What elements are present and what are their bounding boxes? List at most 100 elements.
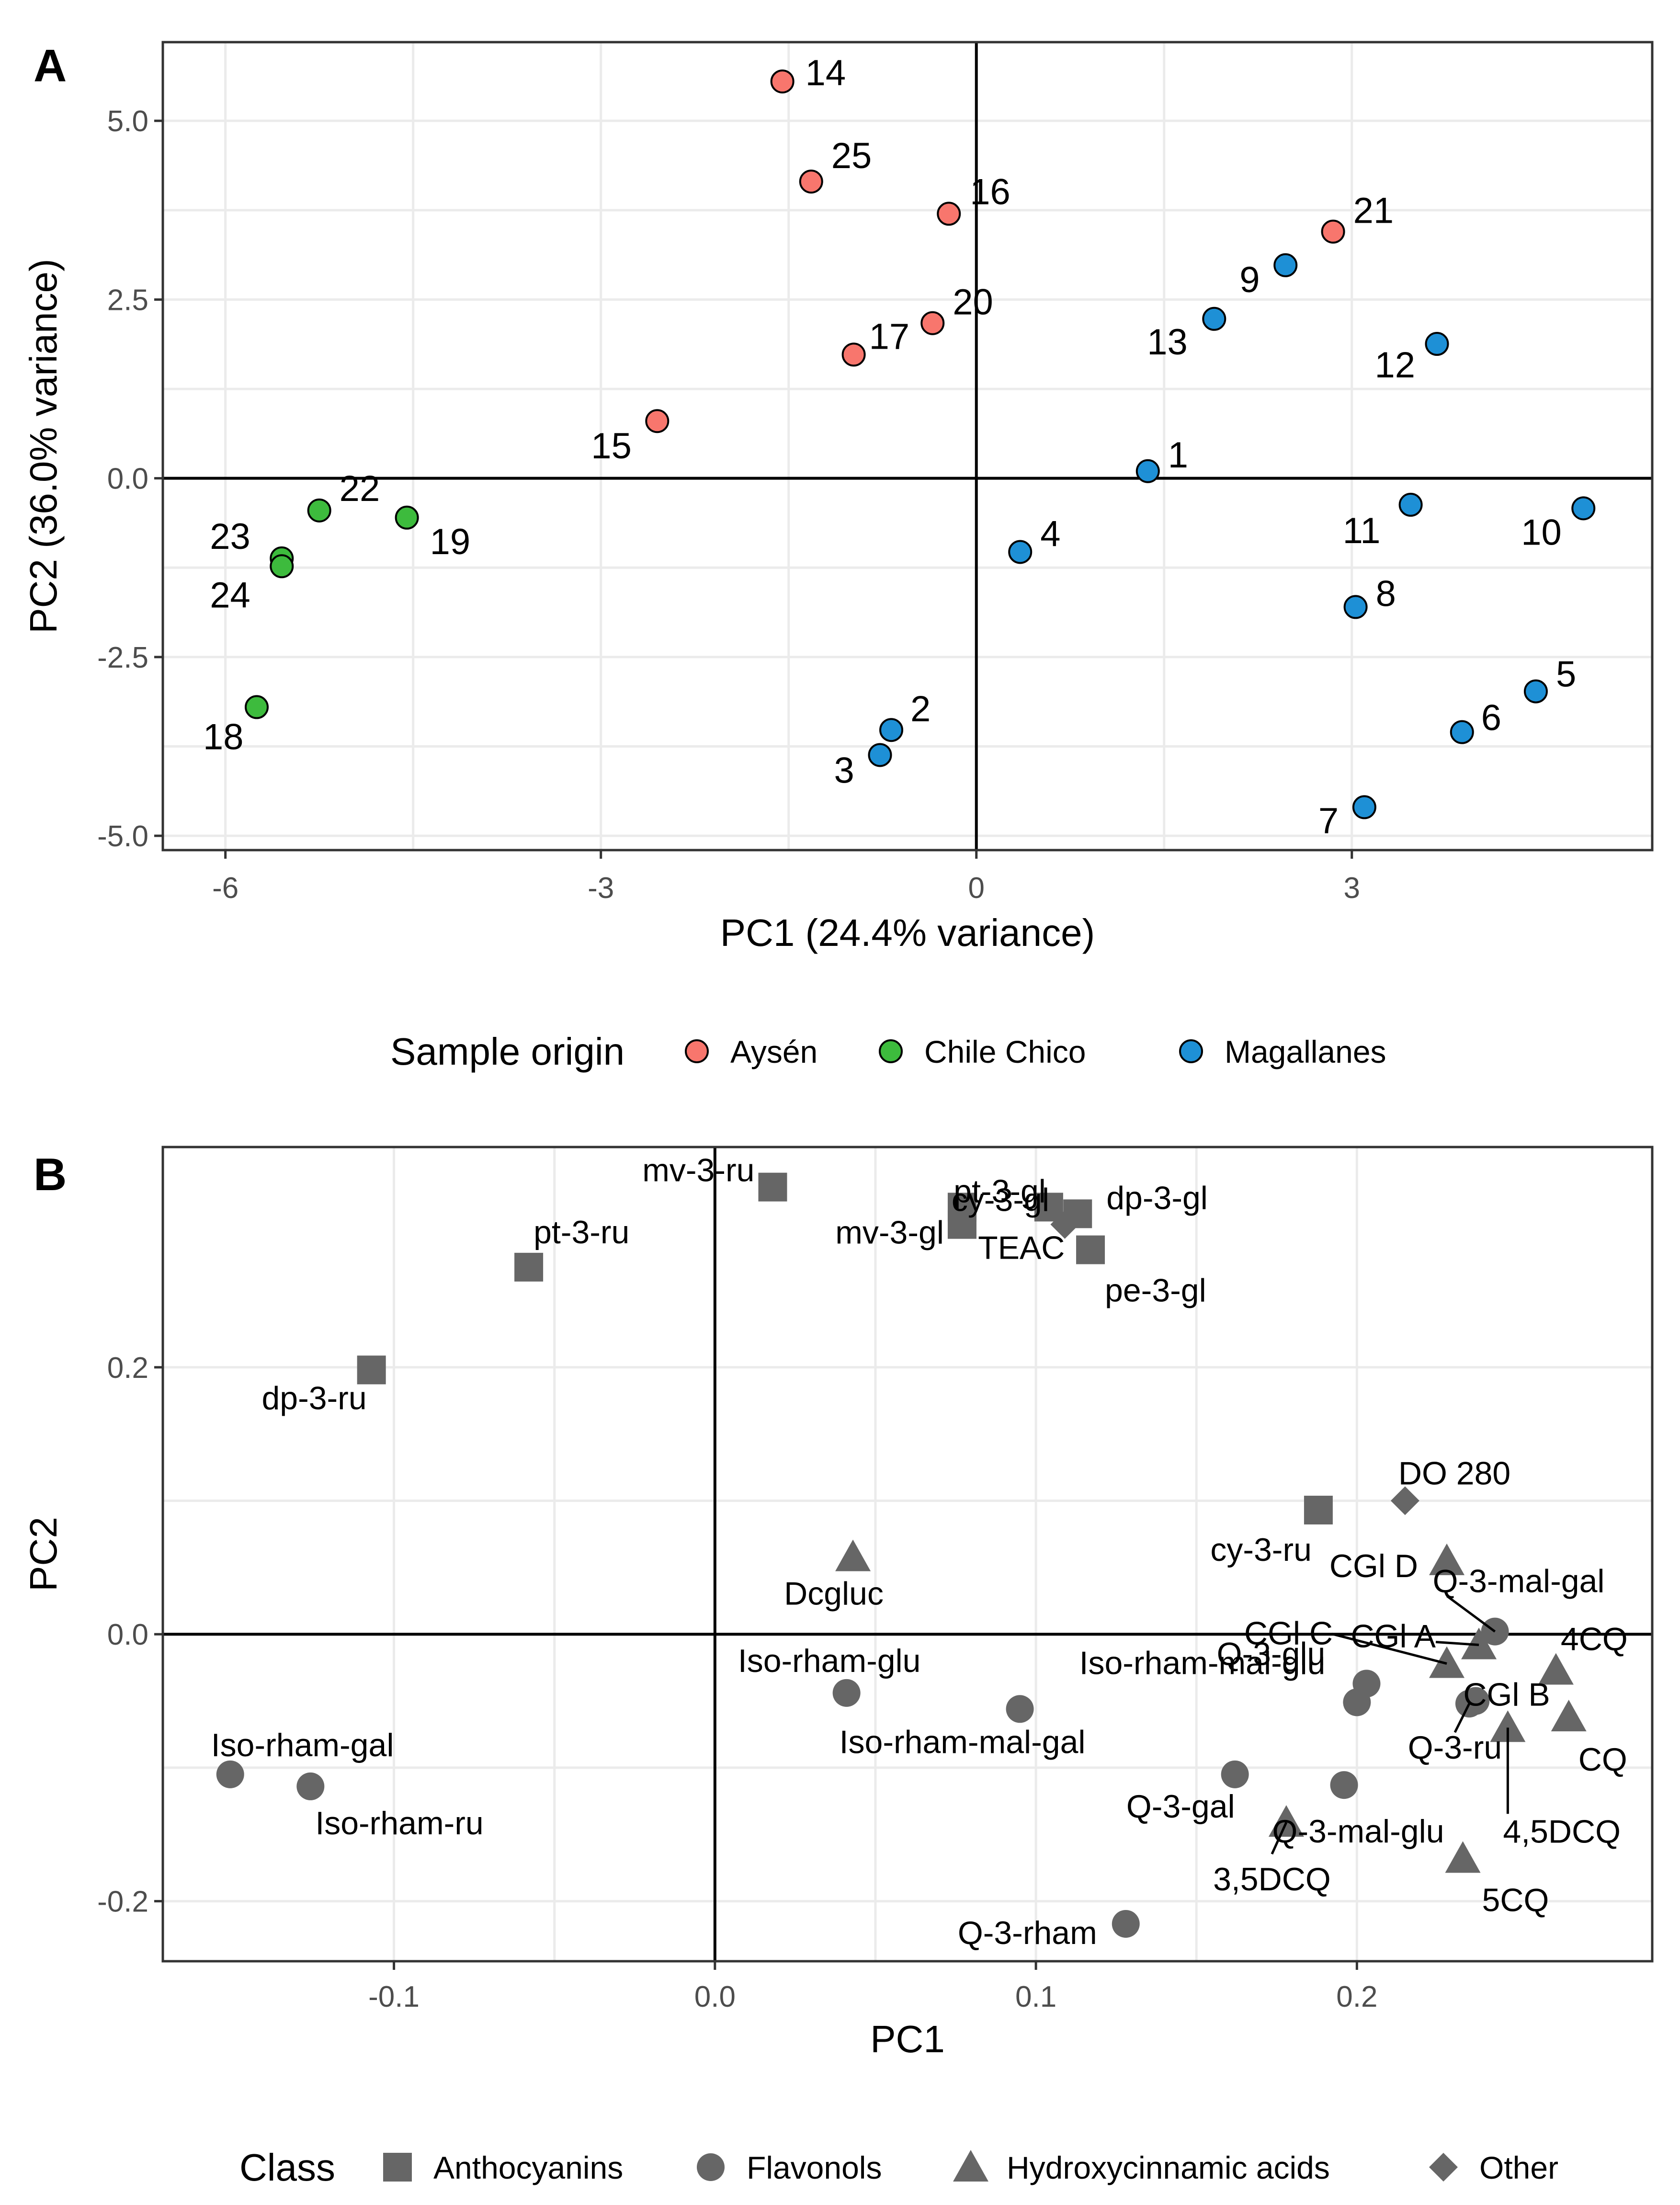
- var-label-teac: TEAC: [978, 1230, 1065, 1266]
- var-label-cgl-a: CGl A: [1351, 1618, 1436, 1655]
- point-sample-9: [1273, 253, 1298, 277]
- var-label-pt-3-ru: pt-3-ru: [534, 1214, 629, 1250]
- point-var-teac: [1050, 1210, 1079, 1239]
- point-label-19: 19: [430, 522, 471, 562]
- point-sample-20: [920, 311, 945, 335]
- leader-line-cgl-a: [1435, 1641, 1479, 1647]
- leader-line-q-3-ru: [1453, 1703, 1471, 1733]
- point-label-16: 16: [970, 171, 1010, 212]
- plot-background: [163, 1147, 1652, 1961]
- var-label-do-280: DO 280: [1398, 1455, 1510, 1492]
- var-label-cgl-d: CGl D: [1329, 1548, 1418, 1584]
- point-label-2: 2: [910, 689, 931, 729]
- point-var-q-3-gal: [1221, 1760, 1249, 1788]
- point-sample-24: [270, 554, 294, 579]
- point-label-25: 25: [831, 136, 872, 176]
- var-label-q-3-mal-glu: Q-3-mal-glu: [1272, 1813, 1444, 1850]
- y-axis-title: PC2 (36.0% variance): [22, 259, 65, 634]
- y-tick-label: 0.0: [107, 463, 148, 496]
- y-tick-label: 2.5: [107, 284, 148, 317]
- var-label-iso-rham-glu: Iso-rham-glu: [738, 1643, 921, 1679]
- var-label-4cq: 4CQ: [1561, 1621, 1628, 1657]
- var-label-cy-3-ru: cy-3-ru: [1210, 1532, 1312, 1568]
- x-tick-label: 0.0: [694, 1980, 736, 2013]
- point-sample-15: [645, 409, 670, 433]
- point-label-3: 3: [834, 750, 854, 791]
- leader-line-3-5dcq: [1271, 1822, 1288, 1855]
- x-tick-label: -3: [588, 872, 614, 905]
- point-var-q-3-rham: [1112, 1909, 1140, 1938]
- point-sample-21: [1321, 219, 1345, 244]
- point-sample-3: [868, 743, 892, 767]
- panel-a: -6 -3 0 3 5.0 2.5 0.0 -2.5 -5.0 PC1 (24.4% varian…: [22, 40, 1654, 1073]
- point-sample-16: [937, 202, 961, 226]
- point-sample-12: [1425, 332, 1449, 356]
- legend-key-ays-n: [685, 1039, 709, 1063]
- point-sample-18: [245, 695, 269, 719]
- var-label-dp-3-ru: dp-3-ru: [261, 1380, 366, 1416]
- var-label-mv-3-ru: mv-3-ru: [642, 1152, 754, 1189]
- point-label-7: 7: [1318, 800, 1339, 841]
- var-label-cgl-c: CGl C: [1244, 1615, 1333, 1652]
- x-tick-label: 0.2: [1336, 1980, 1377, 2013]
- var-label-cy-3-gl: cy-3-gl: [952, 1182, 1049, 1218]
- point-var-iso-rham-ru: [296, 1772, 325, 1800]
- panel-b: -0.1 0.0 0.1 0.2 0.2 0.0 -0.2 PC1 PC2 B mv-3-ru cy-…: [22, 1146, 1654, 2189]
- point-var-do-280: [1390, 1486, 1419, 1515]
- point-sample-5: [1523, 679, 1548, 704]
- x-tick-label: 3: [1344, 872, 1360, 905]
- point-var-cy-3-ru: [1304, 1496, 1333, 1525]
- y-tick-label: -2.5: [97, 641, 148, 674]
- point-var-q-3-glu: [1343, 1688, 1371, 1716]
- legend-label-other: Other: [1479, 2150, 1558, 2185]
- legend-key-chile-chico: [879, 1039, 903, 1063]
- var-label-mv-3-gl: mv-3-gl: [835, 1215, 944, 1251]
- var-label-5cq: 5CQ: [1482, 1882, 1549, 1918]
- plot-background: [163, 42, 1652, 850]
- point-label-12: 12: [1374, 345, 1415, 386]
- point-label-13: 13: [1147, 322, 1188, 363]
- legend-title: Class: [239, 2146, 335, 2189]
- legend-label-anthocyanins: Anthocyanins: [433, 2150, 623, 2185]
- y-tick-label: 0.0: [107, 1618, 148, 1651]
- point-var-4-5dcq: [1490, 1710, 1526, 1742]
- var-label-q-3-mal-gal: Q-3-mal-gal: [1433, 1563, 1605, 1600]
- point-var-mv-3-gl: [947, 1210, 976, 1239]
- point-label-20: 20: [953, 282, 993, 323]
- var-label-4-5dcq: 4,5DCQ: [1503, 1813, 1621, 1850]
- point-var-dcgluc: [835, 1539, 871, 1571]
- point-label-14: 14: [806, 53, 846, 93]
- point-var-iso-rham-gal: [216, 1760, 244, 1788]
- var-label-iso-rham-mal-gal: Iso-rham-mal-gal: [840, 1724, 1086, 1760]
- var-label-q-3-ru: Q-3-ru: [1408, 1729, 1502, 1766]
- point-sample-2: [879, 718, 904, 742]
- legend-title: Sample origin: [390, 1030, 624, 1073]
- point-sample-7: [1352, 795, 1376, 819]
- var-label-cq: CQ: [1578, 1741, 1627, 1778]
- y-tick-label: -5.0: [97, 820, 148, 853]
- point-var-iso-rham-glu: [832, 1679, 861, 1707]
- x-tick-label: -6: [212, 872, 238, 905]
- x-tick-label: 0.1: [1015, 1980, 1056, 2013]
- point-sample-14: [770, 69, 795, 94]
- var-label-iso-rham-gal: Iso-rham-gal: [211, 1727, 394, 1763]
- leader-line-q-3-mal-gal: [1446, 1595, 1496, 1633]
- var-label-q-3-rham: Q-3-rham: [958, 1915, 1097, 1951]
- var-label-iso-rham-ru: Iso-rham-ru: [315, 1805, 483, 1841]
- point-label-10: 10: [1521, 512, 1562, 553]
- point-var-4cq: [1538, 1653, 1574, 1685]
- panel-letter: A: [34, 40, 67, 91]
- point-var-dp-3-ru: [357, 1355, 386, 1385]
- point-sample-1: [1135, 459, 1160, 483]
- point-label-18: 18: [203, 716, 244, 757]
- point-var-5cq: [1445, 1841, 1481, 1873]
- plot-frame: [161, 1146, 1654, 1963]
- y-axis-title: PC2: [22, 1517, 65, 1591]
- legend-label-flavonols: Flavonols: [747, 2150, 882, 2185]
- var-label-dcgluc: Dcgluc: [784, 1576, 884, 1612]
- var-label-3-5dcq: 3,5DCQ: [1213, 1861, 1331, 1898]
- point-sample-19: [395, 505, 419, 530]
- point-label-5: 5: [1556, 654, 1576, 695]
- point-var-iso-rham-mal-gal: [1006, 1695, 1034, 1723]
- point-label-11: 11: [1343, 511, 1381, 551]
